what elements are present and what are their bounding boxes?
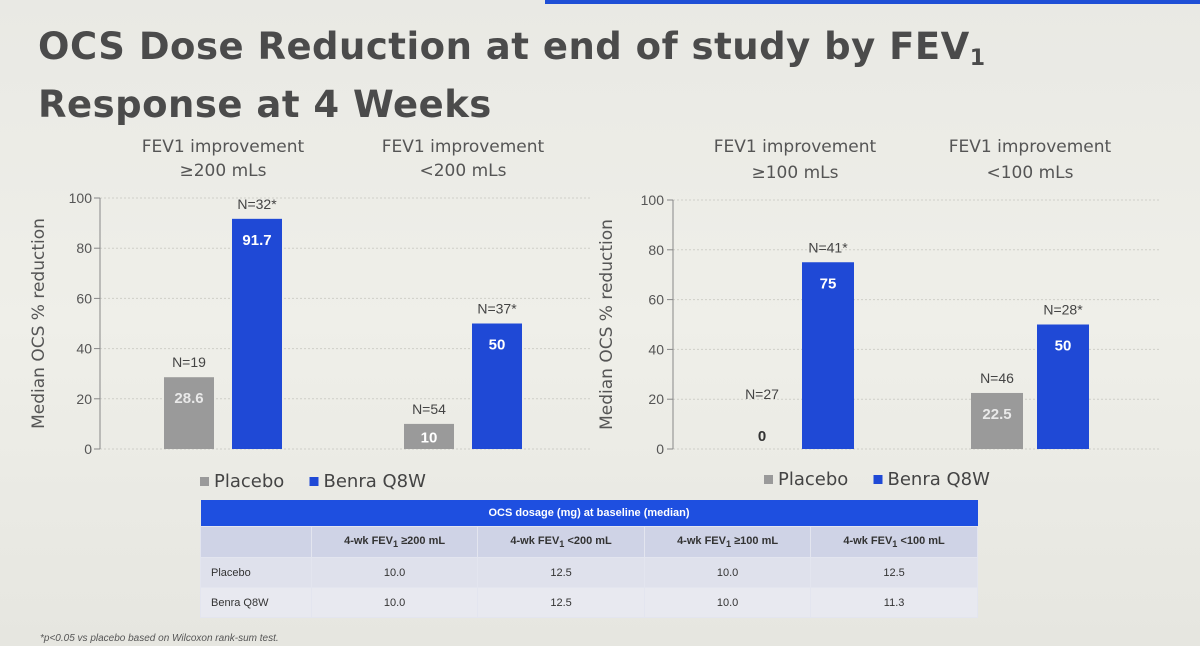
bar-value-label: 50 [489,337,506,354]
y-tick-label: 40 [648,341,664,357]
bar-value-label: 91.7 [242,232,271,249]
table-corner-cell [200,526,312,558]
footnote: *p<0.05 vs placebo based on Wilcoxon ran… [40,633,279,644]
table-col-header: 4-wk FEV1 <100 mL [810,526,978,558]
col-header-post: ≥100 mL [731,534,779,547]
col-header-post: ≥200 mL [398,534,446,547]
table-cell: 10.0 [310,587,479,618]
ocs-dosage-table: OCS dosage (mg) at baseline (median) 4-w… [200,500,978,618]
col-header-sub: 1 [725,539,732,550]
table-row: Placebo 10.0 12.5 10.0 12.5 [200,557,978,588]
table-col-header: 4-wk FEV1 ≥200 mL [310,526,479,558]
bar [971,392,1023,449]
y-tick-label: 20 [648,391,664,407]
legend-label: Placebo [214,471,284,492]
bar-value-label: 10 [421,429,438,446]
bar-value-label: 75 [820,275,837,292]
col-header-sub: 1 [559,539,565,550]
bar-value-label: 50 [1055,338,1072,355]
group-label-line2: <100 mLs [987,163,1074,183]
table-cell: 12.5 [477,587,645,618]
col-header-pre: 4-wk FEV [843,534,893,547]
slide-title: OCS Dose Reduction at end of study by FE… [38,24,986,128]
col-header-post: <100 mL [897,534,945,547]
bar-n-label: N=28* [1043,302,1083,318]
col-header-pre: 4-wk FEV [677,534,726,547]
bar-n-label: N=32* [237,196,277,212]
bar-n-label: N=37* [477,301,517,317]
col-header-pre: 4-wk FEV [344,534,393,547]
bar-n-label: N=54 [412,401,446,417]
title-accent-bar [545,0,1200,4]
table-col-header: 4-wk FEV1 <200 mL [477,526,645,558]
bar [1037,324,1089,449]
y-tick-label: 20 [76,391,92,407]
table-title-row: OCS dosage (mg) at baseline (median) [200,500,978,527]
legend-label: Benra Q8W [324,471,427,492]
table-cell: 10.0 [310,557,479,588]
legend-label: Placebo [778,469,848,490]
bar-n-label: N=27 [745,386,779,402]
title-line-2: Response at 4 Weeks [38,83,492,126]
y-tick-label: 0 [656,441,664,457]
table-column-header-row: 4-wk FEV1 ≥200 mL 4-wk FEV1 <200 mL 4-wk… [200,526,978,558]
title-line-1: OCS Dose Reduction at end of study by FE… [38,24,986,82]
y-tick-label: 0 [84,441,92,457]
table-cell: 10.0 [643,557,812,588]
col-header-post: <200 mL [564,534,612,547]
y-tick-label: 60 [648,292,664,308]
bar-n-label: N=41* [808,239,848,255]
bar [232,218,282,449]
title-line-1-text: OCS Dose Reduction at end of study by FE… [38,25,970,68]
group-label-line1: FEV1 improvement [382,137,545,157]
y-tick-label: 40 [76,341,92,357]
col-header-sub: 1 [392,539,399,550]
table-row-label: Placebo [200,557,312,588]
col-header-sub: 1 [892,539,898,550]
table-title: OCS dosage (mg) at baseline (median) [200,500,978,527]
y-tick-label: 80 [76,240,92,256]
table-cell: 11.3 [810,587,978,618]
bar-n-label: N=19 [172,354,206,370]
title-subscript: 1 [969,46,986,71]
table-col-header: 4-wk FEV1 ≥100 mL [643,526,812,558]
table-cell: 12.5 [477,557,645,588]
table-row-label: Benra Q8W [200,587,312,618]
bar-n-label: N=46 [980,370,1014,386]
col-header-pre: 4-wk FEV [510,534,560,547]
bar-value-label: 0 [758,428,766,445]
legend-label: Benra Q8W [888,469,991,490]
bar [472,323,522,449]
legend-swatch [309,477,319,486]
group-label-line1: FEV1 improvement [142,137,305,157]
legend-swatch [873,475,883,484]
bar-value-label: 22.5 [982,406,1011,423]
y-axis-label: Median OCS % reduction [597,219,617,430]
group-label-line2: ≥100 mLs [752,163,839,183]
y-tick-label: 60 [76,290,92,306]
legend-swatch [764,475,773,484]
group-label-line2: ≥200 mLs [180,161,267,181]
y-axis-label: Median OCS % reduction [29,218,49,429]
bar [404,423,454,449]
bar-value-label: 28.6 [174,390,203,407]
y-tick-label: 100 [69,190,93,206]
legend-swatch [200,477,209,486]
bar [802,262,854,449]
group-label-line1: FEV1 improvement [949,137,1112,157]
group-label-line2: <200 mLs [420,161,507,181]
y-tick-label: 80 [648,242,664,258]
table-cell: 10.0 [643,587,812,618]
y-tick-label: 100 [641,192,665,208]
bar [164,377,214,449]
table-cell: 12.5 [810,557,978,588]
table-row: Benra Q8W 10.0 12.5 10.0 11.3 [200,587,978,618]
group-label-line1: FEV1 improvement [714,137,877,157]
